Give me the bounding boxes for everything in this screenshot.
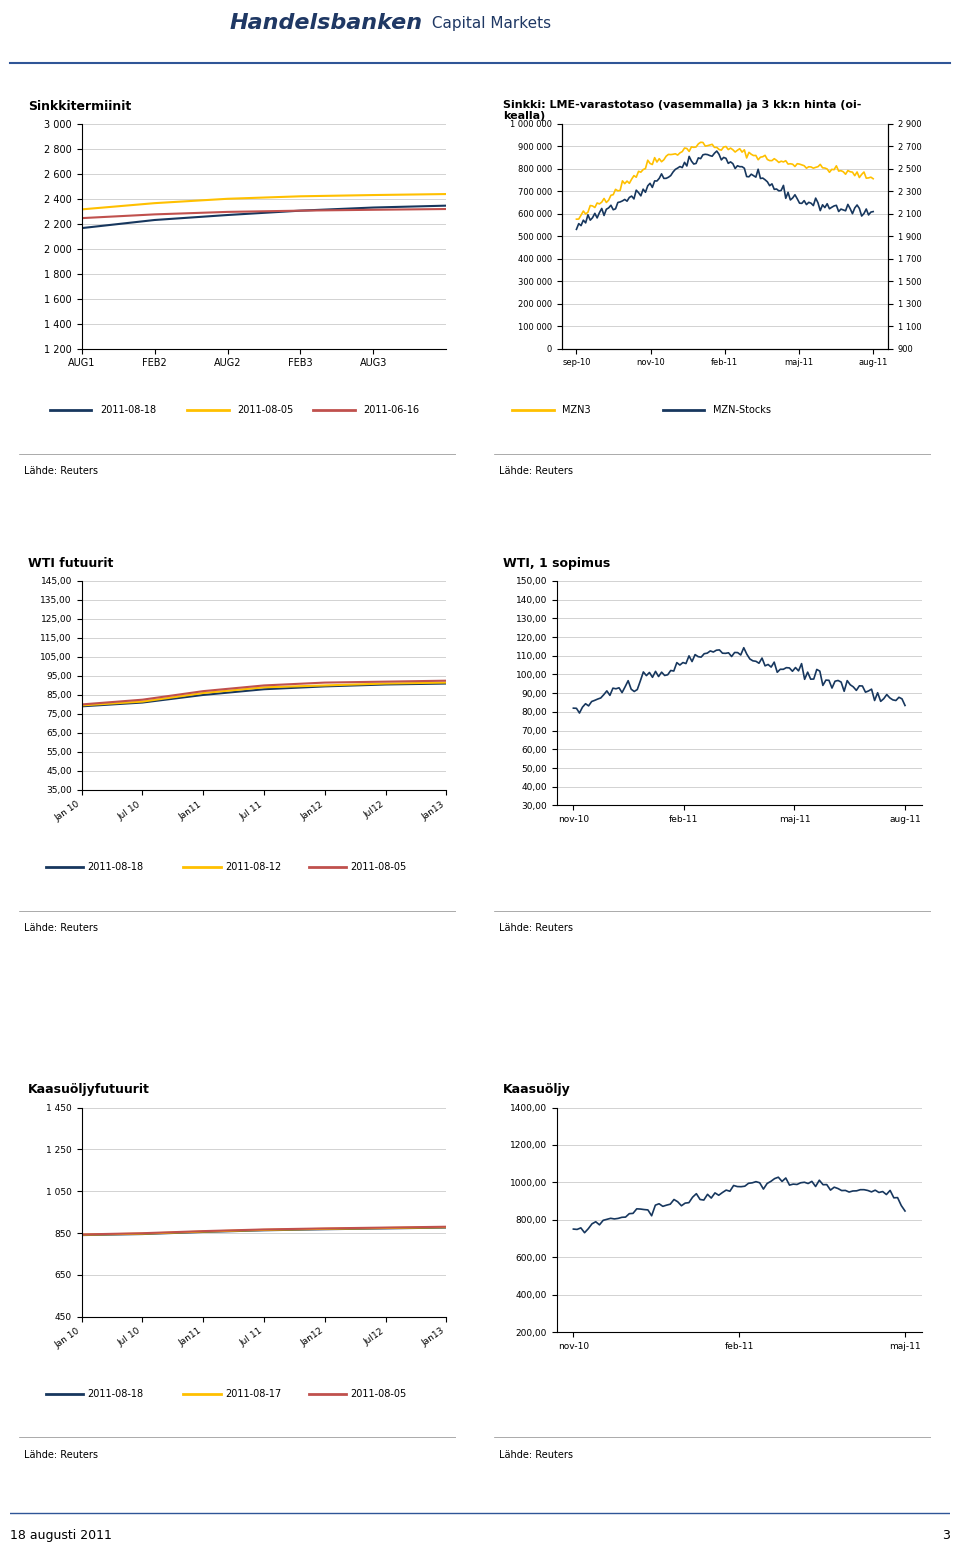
- Text: Lähde: Reuters: Lähde: Reuters: [499, 923, 573, 932]
- Text: 2011-08-18: 2011-08-18: [87, 863, 143, 872]
- Text: WTI futuurit: WTI futuurit: [28, 556, 113, 570]
- Text: Kaasuöljy: Kaasuöljy: [503, 1083, 571, 1097]
- Text: 2011-08-18: 2011-08-18: [87, 1389, 143, 1399]
- Text: Lähde: Reuters: Lähde: Reuters: [499, 1450, 573, 1459]
- Text: 2011-08-05: 2011-08-05: [350, 1389, 407, 1399]
- Text: Lähde: Reuters: Lähde: Reuters: [24, 923, 98, 932]
- Text: Handelsbanken: Handelsbanken: [229, 14, 422, 34]
- Text: 18 augusti 2011: 18 augusti 2011: [10, 1529, 111, 1541]
- Text: Lähde: Reuters: Lähde: Reuters: [499, 466, 573, 476]
- Text: MZN3: MZN3: [563, 406, 591, 415]
- Text: 2011-08-17: 2011-08-17: [225, 1389, 281, 1399]
- Text: Sinkki: LME-varastotaso (vasemmalla) ja 3 kk:n hinta (oi-
kealla): Sinkki: LME-varastotaso (vasemmalla) ja …: [503, 99, 861, 121]
- Text: 3: 3: [943, 1529, 950, 1541]
- Text: 2011-08-12: 2011-08-12: [225, 863, 281, 872]
- Text: 2011-08-05: 2011-08-05: [237, 406, 294, 415]
- Text: 2011-06-16: 2011-06-16: [363, 406, 419, 415]
- Text: Capital Markets: Capital Markets: [427, 15, 551, 31]
- Text: Lähde: Reuters: Lähde: Reuters: [24, 1450, 98, 1459]
- Text: 2011-08-05: 2011-08-05: [350, 863, 407, 872]
- Text: 2011-08-18: 2011-08-18: [100, 406, 156, 415]
- Text: MZN-Stocks: MZN-Stocks: [712, 406, 771, 415]
- Text: Lähde: Reuters: Lähde: Reuters: [24, 466, 98, 476]
- Text: Sinkkitermiinit: Sinkkitermiinit: [28, 99, 132, 113]
- Text: Kaasuöljyfutuurit: Kaasuöljyfutuurit: [28, 1083, 150, 1097]
- Text: WTI, 1 sopimus: WTI, 1 sopimus: [503, 556, 611, 570]
